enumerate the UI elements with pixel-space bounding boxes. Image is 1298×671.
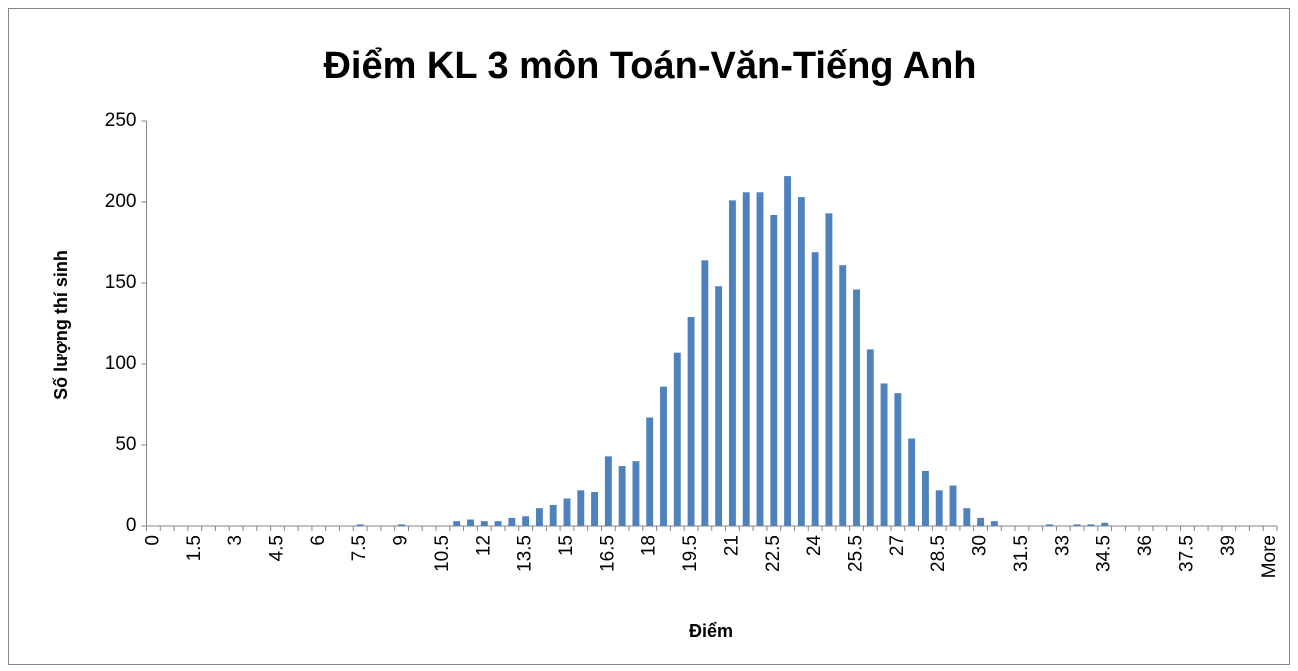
y-tick-label: 100 <box>105 353 137 374</box>
x-tick-label: 3 <box>225 535 246 546</box>
bar <box>398 524 405 526</box>
x-tick-label: 33 <box>1052 535 1073 556</box>
x-tick-label: 21 <box>721 535 742 556</box>
bar <box>687 317 695 526</box>
bar <box>535 508 543 526</box>
bar <box>715 286 723 526</box>
x-tick-label: 18 <box>639 535 660 556</box>
bar <box>632 461 640 526</box>
x-tick-label: 9 <box>391 535 412 546</box>
bar <box>356 524 364 526</box>
bar <box>618 466 626 526</box>
x-tick-label: 0 <box>142 535 163 546</box>
x-tick-label: 24 <box>804 535 825 557</box>
bar <box>480 521 488 526</box>
x-tick-label: 4.5 <box>266 535 287 561</box>
bar <box>522 516 530 526</box>
bar <box>949 485 957 526</box>
bar <box>921 470 929 526</box>
bar <box>563 498 571 526</box>
chart-border <box>8 8 1290 665</box>
x-tick-label: 36 <box>1135 535 1156 556</box>
bar <box>908 438 916 526</box>
x-tick-label: 25.5 <box>846 535 867 572</box>
x-tick-label: 22.5 <box>763 535 784 572</box>
bar <box>1087 524 1095 526</box>
bar <box>977 517 985 526</box>
x-tick-label: 30 <box>970 535 991 556</box>
bar <box>866 349 874 526</box>
y-axis-label: Số lượng thí sinh <box>51 250 71 400</box>
bar <box>577 490 585 526</box>
x-ticks <box>146 526 1278 531</box>
bar <box>770 214 778 526</box>
bar <box>935 490 943 526</box>
bar <box>549 504 557 526</box>
x-tick-label: 34.5 <box>1094 535 1115 572</box>
x-tick-label: 31.5 <box>1011 535 1032 572</box>
y-tick-label: 50 <box>115 434 136 455</box>
x-tick-label: 37.5 <box>1176 535 1197 572</box>
bar <box>811 252 819 526</box>
bar <box>646 417 654 526</box>
x-tick-label: 6 <box>308 535 329 546</box>
bar <box>1046 524 1053 526</box>
bar <box>673 352 681 526</box>
bar <box>990 521 998 526</box>
bar <box>453 521 461 526</box>
chart-title: Điểm KL 3 môn Toán-Văn-Tiếng Anh <box>323 45 976 87</box>
x-tick-label: 27 <box>887 535 908 556</box>
bar <box>894 393 902 526</box>
y-tick-label: 150 <box>105 272 137 293</box>
bar <box>825 213 833 526</box>
y-tick-label: 200 <box>105 191 137 212</box>
bar <box>839 265 847 526</box>
bar <box>728 200 736 526</box>
bar <box>963 508 971 526</box>
bar <box>508 517 516 526</box>
x-tick-label: 12 <box>473 535 494 556</box>
bar <box>1101 522 1109 526</box>
bar <box>604 456 612 526</box>
x-tick-label: 16.5 <box>597 535 618 572</box>
bar <box>784 176 792 526</box>
x-axis-label: Điểm <box>689 621 733 641</box>
bar <box>880 383 888 526</box>
bar <box>742 192 750 526</box>
y-tick-label: 0 <box>126 515 137 536</box>
bar <box>660 386 667 526</box>
x-tick-label: 19.5 <box>680 535 701 572</box>
bar <box>591 491 599 526</box>
bar <box>797 197 805 526</box>
x-tick-label: 39 <box>1218 535 1239 556</box>
x-tick-label: 13.5 <box>515 535 536 572</box>
bar <box>701 260 709 526</box>
x-tick-label: 7.5 <box>349 535 370 561</box>
x-tick-label: More <box>1259 535 1280 578</box>
x-tick-label: 28.5 <box>928 535 949 572</box>
bar <box>853 289 860 526</box>
x-tick-label: 1.5 <box>184 535 205 561</box>
bar <box>467 519 474 526</box>
bar <box>1073 524 1081 526</box>
bar <box>756 192 764 526</box>
x-tick-label: 10.5 <box>432 535 453 572</box>
bar <box>494 521 502 526</box>
y-tick-label: 250 <box>105 110 137 131</box>
x-tick-label: 15 <box>556 535 577 556</box>
